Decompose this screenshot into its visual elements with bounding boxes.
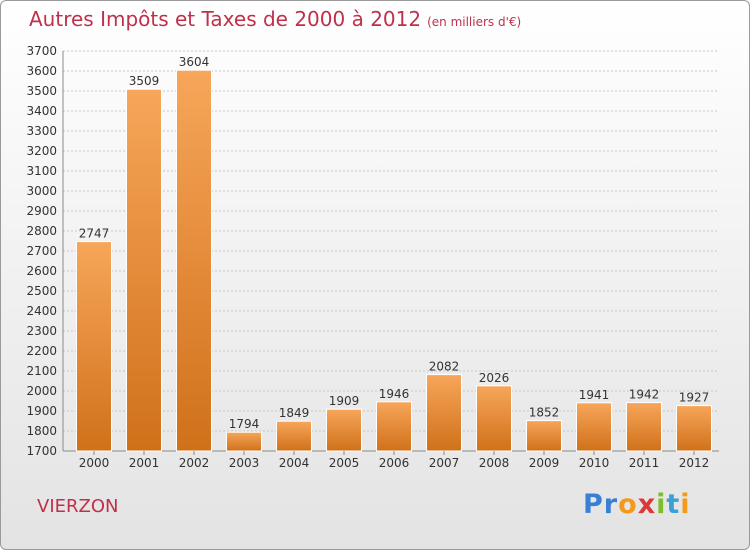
y-tick-label: 3200 [26,144,57,158]
logo-letter: x [637,489,657,520]
x-axis: 2000 2001 2002 2003 2004 2005 2006 2007 2008 2009… [79,451,710,470]
proxiti-logo[interactable]: Proxiti [583,489,691,520]
bar-2003 [226,431,262,452]
x-tick-label-2006: 2006 [379,456,410,470]
y-tick-label: 2400 [26,304,57,318]
y-tick-label: 1800 [26,424,57,438]
y-tick-label: 2900 [26,204,57,218]
y-tick-label: 2700 [26,244,57,258]
x-tick-label-2000: 2000 [79,456,110,470]
y-tick-label: 1900 [26,404,57,418]
y-tick-label: 1700 [26,444,57,458]
bar-2010 [576,402,612,452]
bar-2005 [326,408,362,452]
y-axis: 1700 1800 1900 2000 2100 2200 2300 2400 2500 2600… [26,44,719,458]
data-label-2010: 1941 [579,388,610,402]
logo-letter: r [603,489,619,520]
x-tick-label-2008: 2008 [479,456,510,470]
y-tick-label: 2500 [26,284,57,298]
bars: 2747 3509 3604 1794 1849 1909 1946 2082 2026 1852… [76,55,712,452]
data-label-2002: 3604 [179,55,210,69]
data-label-2011: 1942 [629,388,660,402]
data-label-2008: 2026 [479,371,510,385]
logo-letter: i [680,489,691,520]
y-tick-label: 3000 [26,184,57,198]
data-label-2009: 1852 [529,406,560,420]
y-tick-label: 3500 [26,84,57,98]
chart-subtitle: (en milliers d'€) [427,15,522,29]
bar-2001 [126,88,162,452]
logo-letter: t [666,489,681,520]
y-tick-label: 2600 [26,264,57,278]
logo-letter: i [656,489,667,520]
logo-letter: o [618,489,638,520]
y-tick-label: 3600 [26,64,57,78]
chart-title: Autres Impôts et Taxes de 2000 à 2012 (en… [29,7,521,31]
x-tick-label-2012: 2012 [679,456,710,470]
y-tick-label: 2100 [26,364,57,378]
bar-2009 [526,420,562,452]
bar-2012 [676,405,712,452]
data-label-2006: 1946 [379,387,410,401]
x-tick-label-2010: 2010 [579,456,610,470]
y-tick-label: 3700 [26,44,57,58]
data-label-2000: 2747 [79,227,110,241]
bar-2007 [426,374,462,452]
city-label: VIERZON [37,496,119,517]
data-label-2001: 3509 [129,74,160,88]
data-label-2003: 1794 [229,417,260,431]
y-tick-label: 2300 [26,324,57,338]
data-label-2005: 1909 [329,394,360,408]
logo-letter: P [583,489,604,520]
bar-2011 [626,402,662,452]
y-tick-label: 3300 [26,124,57,138]
x-tick-label-2001: 2001 [129,456,160,470]
bar-2004 [276,420,312,452]
x-tick-label-2007: 2007 [429,456,460,470]
y-tick-label: 2800 [26,224,57,238]
data-label-2012: 1927 [679,391,710,405]
x-tick-label-2003: 2003 [229,456,260,470]
x-tick-label-2004: 2004 [279,456,310,470]
chart-title-text: Autres Impôts et Taxes de 2000 à 2012 [29,7,422,31]
data-label-2004: 1849 [279,406,310,420]
x-tick-label-2009: 2009 [529,456,560,470]
bar-2000 [76,241,112,452]
y-tick-label: 3100 [26,164,57,178]
bar-2002 [176,69,212,452]
x-tick-label-2005: 2005 [329,456,360,470]
y-tick-label: 2200 [26,344,57,358]
bar-2008 [476,385,512,452]
bar-2006 [376,401,412,452]
y-tick-label: 3400 [26,104,57,118]
data-label-2007: 2082 [429,360,460,374]
x-tick-label-2011: 2011 [629,456,660,470]
x-tick-label-2002: 2002 [179,456,210,470]
y-tick-label: 2000 [26,384,57,398]
